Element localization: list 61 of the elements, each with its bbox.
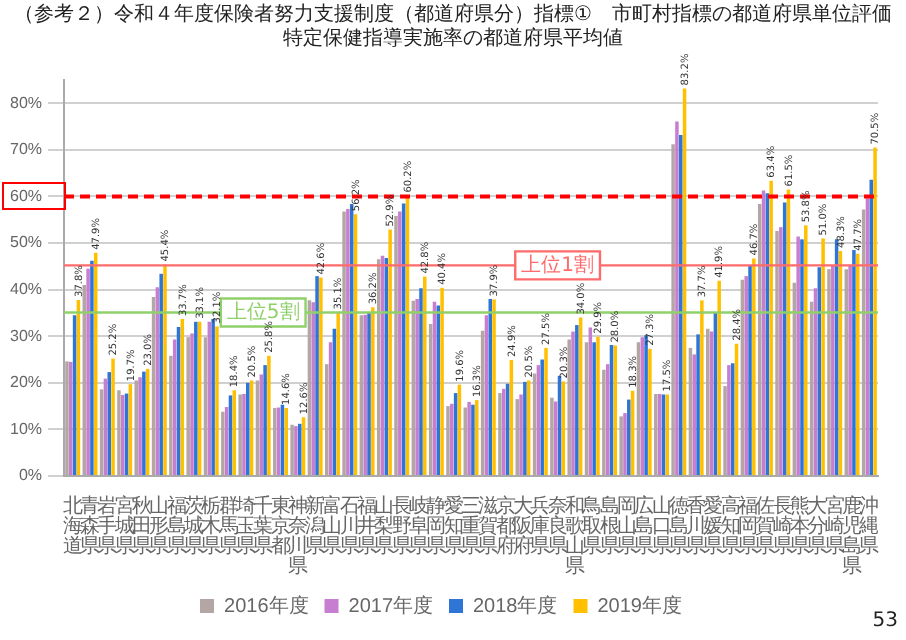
x-tick-label: 大分県	[807, 493, 828, 558]
chart-title: （参考２）令和４年度保険者努力支援制度（都道府県分）指標① 市町村指標の都道府県単位評価	[12, 1, 894, 27]
y-tick-label: 70%	[9, 140, 43, 159]
x-tick-label: 愛媛県	[703, 493, 724, 558]
text: 53	[872, 610, 898, 632]
x-tick-label: 岡山県	[616, 495, 637, 558]
x-tick-label: 山梨県	[374, 493, 395, 558]
x-tick-label: 秋田県	[131, 493, 152, 558]
x-tick-label: 長崎県	[772, 495, 793, 558]
x-tick-label: 兵庫県	[530, 493, 551, 558]
ref-line-label: 上位5割	[226, 299, 300, 324]
x-tick-label: 三重県	[461, 495, 482, 558]
x-tick-label: 鳥取県	[580, 493, 603, 558]
y-tick-label: 40%	[9, 280, 43, 299]
ref-line-label: 上位1割	[521, 252, 594, 277]
legend-label: 2019年度	[597, 593, 682, 618]
y-tick-label: 10%	[9, 419, 43, 438]
x-tick-label: 山口県	[651, 493, 672, 558]
legend-label: 2016年度	[224, 593, 309, 618]
y-tick-label: 80%	[9, 93, 43, 112]
x-tick-label: 栃木県	[201, 493, 222, 558]
legend-label: 2017年度	[348, 593, 434, 618]
x-tick-label: 東京都	[270, 493, 291, 558]
x-tick-label: 神奈川県	[287, 493, 308, 578]
x-tick-label: 広島県	[634, 493, 655, 558]
y-tick-label: 0%	[18, 466, 43, 485]
x-tick-label: 新潟県	[305, 493, 326, 558]
x-tick-label: 青森県	[80, 493, 100, 558]
x-tick-label: 京都府	[495, 493, 516, 558]
x-tick-label: 大阪府	[512, 493, 533, 558]
y-tick-label: 60%	[9, 186, 43, 205]
x-tick-label: 福島県	[166, 493, 187, 558]
x-tick-label: 高知県	[720, 493, 741, 558]
x-tick-label: 愛知県	[443, 493, 464, 558]
x-tick-label: 岐阜県	[409, 493, 430, 558]
x-tick-label: 鹿児島県	[842, 493, 863, 578]
x-tick-label: 宮崎県	[824, 493, 845, 558]
x-tick-label: 香川県	[686, 493, 707, 558]
legend-label: 2018年度	[473, 593, 558, 618]
x-tick-label: 富山県	[322, 493, 343, 558]
y-tick-label: 30%	[9, 326, 43, 345]
x-tick-label: 徳島県	[668, 495, 689, 558]
x-tick-label: 石川県	[339, 495, 360, 558]
x-tick-label: 佐賀県	[755, 495, 776, 558]
x-tick-label: 千葉県	[253, 493, 274, 558]
x-tick-label: 滋賀県	[478, 493, 499, 558]
chart-subtitle: 特定保健指導実施率の都道府県平均値	[281, 28, 625, 52]
y-tick-label: 20%	[9, 373, 43, 392]
x-tick-label: 沖縄県	[857, 493, 880, 558]
x-tick-label: 福井県	[357, 493, 378, 558]
x-tick-label: 熊本県	[790, 493, 811, 558]
x-tick-label: 島根県	[599, 493, 620, 558]
x-tick-label: 北海道	[62, 493, 83, 558]
x-tick-label: 長野県	[391, 495, 412, 558]
y-tick-label: 50%	[9, 233, 43, 252]
x-tick-label: 静岡県	[426, 493, 447, 558]
x-tick-label: 奈良県	[547, 495, 568, 558]
x-tick-label: 福岡県	[738, 493, 759, 558]
x-tick-label: 岩手県	[97, 493, 118, 558]
x-tick-label: 和歌山県	[564, 493, 585, 578]
x-tick-label: 山形県	[149, 493, 170, 558]
